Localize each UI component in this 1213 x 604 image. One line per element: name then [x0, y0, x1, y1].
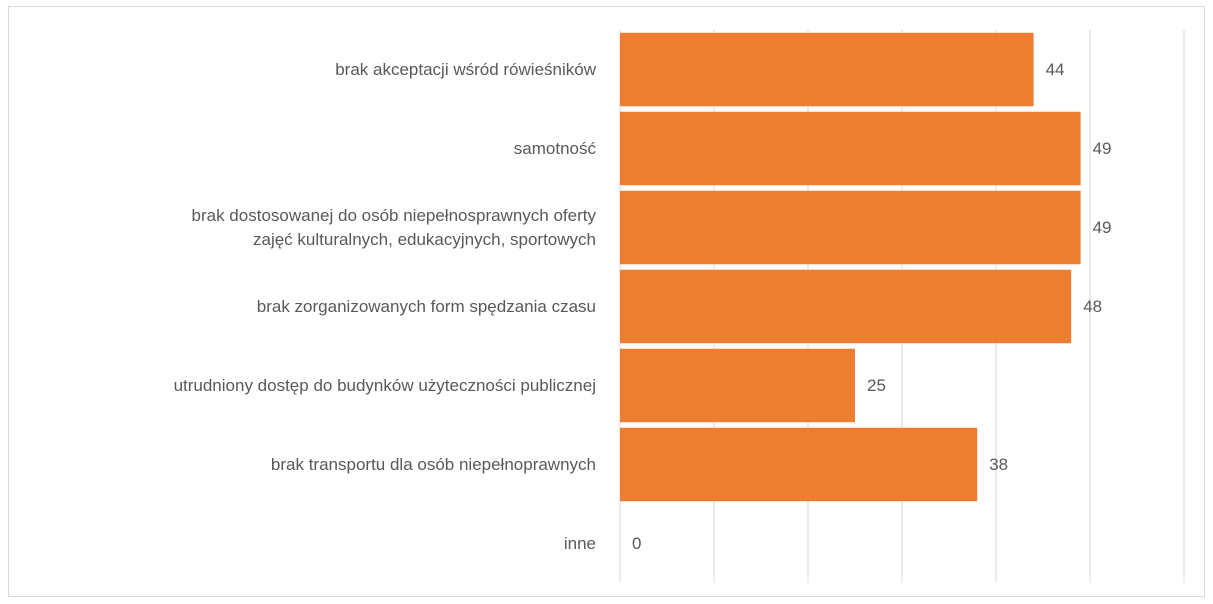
- category-label: utrudniony dostęp do budynków użytecznoś…: [173, 375, 596, 395]
- category-label: brak akceptacji wśród rówieśników: [335, 59, 596, 79]
- value-label: 25: [867, 376, 886, 395]
- value-label: 44: [1046, 60, 1065, 79]
- category-label: brak zorganizowanych form spędzania czas…: [256, 296, 596, 316]
- value-label: 38: [989, 455, 1008, 474]
- value-label: 49: [1093, 139, 1112, 158]
- value-label: 49: [1093, 218, 1112, 237]
- category-label: brak transportu dla osób niepełnoprawnyc…: [270, 454, 596, 474]
- value-label: 0: [632, 534, 641, 553]
- value-label: 48: [1083, 297, 1102, 316]
- bar: [620, 190, 1081, 265]
- category-label: brak dostosowanej do osób niepełnosprawn…: [191, 205, 596, 249]
- bar: [620, 32, 1034, 107]
- bar: [620, 427, 978, 502]
- category-label: samotność: [513, 138, 596, 158]
- bar: [620, 111, 1081, 186]
- category-label: inne: [563, 533, 596, 553]
- bar: [620, 348, 855, 423]
- bar: [620, 269, 1072, 344]
